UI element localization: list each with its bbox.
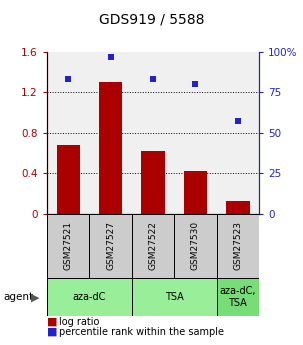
Text: ■: ■ [47,327,58,337]
Text: GSM27523: GSM27523 [233,221,242,270]
Point [193,81,198,87]
Bar [184,171,207,214]
Point [151,77,155,82]
Bar [217,278,259,316]
Point [235,119,240,124]
Text: aza-dC: aza-dC [73,292,106,302]
Bar [174,214,217,278]
Text: GSM27521: GSM27521 [64,221,73,270]
Point [66,77,71,82]
Text: ■: ■ [47,317,58,326]
Bar [56,145,80,214]
Text: aza-dC,
TSA: aza-dC, TSA [220,286,256,307]
Bar [141,151,165,214]
Bar [132,278,217,316]
Bar [132,214,174,278]
Text: GSM27527: GSM27527 [106,221,115,270]
Text: percentile rank within the sample: percentile rank within the sample [59,327,224,337]
Bar [47,214,89,278]
Bar [89,214,132,278]
Text: GSM27522: GSM27522 [148,221,158,270]
Text: GSM27530: GSM27530 [191,221,200,270]
Text: agent: agent [3,293,33,302]
Text: TSA: TSA [165,292,184,302]
Bar [47,278,132,316]
Point [108,54,113,59]
Bar [226,201,250,214]
Bar [99,82,122,214]
Bar [217,214,259,278]
Text: log ratio: log ratio [59,317,99,326]
Text: ▶: ▶ [31,293,39,302]
Text: GDS919 / 5588: GDS919 / 5588 [99,12,204,26]
